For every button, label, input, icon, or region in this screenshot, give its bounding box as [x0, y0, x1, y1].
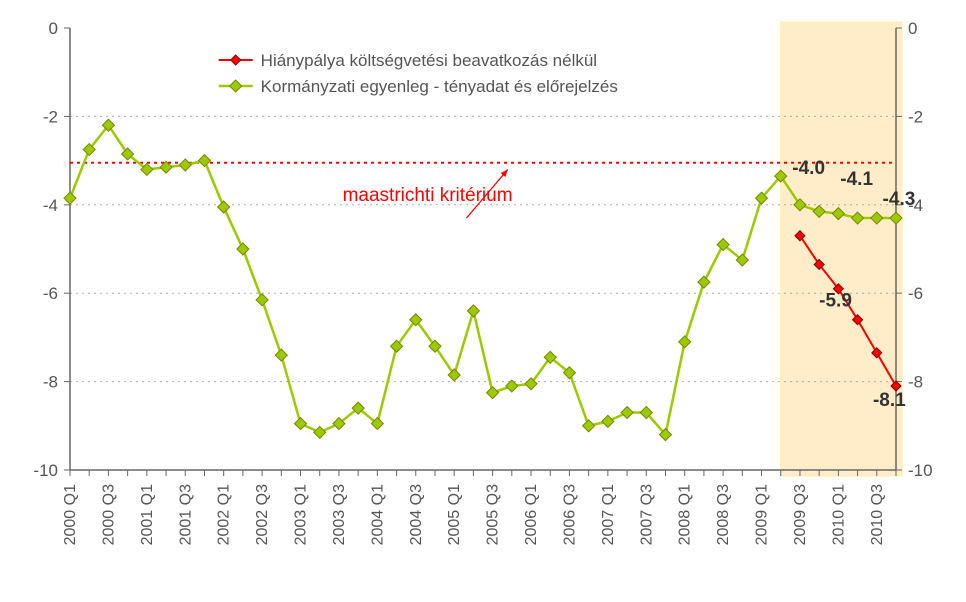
series-green-line — [70, 125, 896, 434]
x-tick-label: 2009 Q1 — [754, 484, 771, 545]
marker-green — [237, 243, 249, 255]
x-tick-label: 2006 Q3 — [561, 484, 578, 545]
y-tick-label: -6 — [43, 284, 58, 303]
y-tick-label-right: -2 — [908, 107, 923, 126]
x-tick-label: 2001 Q3 — [177, 484, 194, 545]
y-tick-label-right: -6 — [908, 284, 923, 303]
chart-svg: 00-2-2-4-4-6-6-8-8-10-102000 Q12000 Q320… — [0, 0, 966, 602]
marker-green — [198, 155, 210, 167]
x-tick-label: 2005 Q1 — [446, 484, 463, 545]
x-tick-label: 2010 Q3 — [869, 484, 886, 545]
data-label: -4.3 — [883, 189, 916, 210]
marker-green — [602, 415, 614, 427]
x-tick-label: 2004 Q3 — [408, 484, 425, 545]
marker-green — [621, 407, 633, 419]
x-tick-label: 2003 Q3 — [331, 484, 348, 545]
marker-green — [467, 305, 479, 317]
x-tick-label: 2007 Q3 — [638, 484, 655, 545]
y-tick-label: -4 — [43, 196, 58, 215]
y-tick-label-right: -10 — [908, 461, 933, 480]
x-tick-label: 2010 Q1 — [830, 484, 847, 545]
x-tick-label: 2002 Q3 — [254, 484, 271, 545]
marker-green — [487, 387, 499, 399]
deficit-chart: 00-2-2-4-4-6-6-8-8-10-102000 Q12000 Q320… — [0, 0, 966, 602]
y-tick-label-right: -8 — [908, 373, 923, 392]
x-tick-label: 2005 Q3 — [485, 484, 502, 545]
marker-green — [179, 159, 191, 171]
legend-label: Kormányzati egyenleg - tényadat és előre… — [261, 77, 618, 96]
marker-red — [231, 55, 241, 65]
x-tick-label: 2004 Q1 — [369, 484, 386, 545]
marker-green — [256, 294, 268, 306]
y-tick-label: -10 — [33, 461, 58, 480]
data-label: -4.1 — [840, 169, 873, 190]
data-label: -8.1 — [873, 390, 906, 411]
legend-label: Hiánypálya költségvetési beavatkozás nél… — [261, 51, 597, 70]
marker-green — [230, 80, 242, 92]
x-tick-label: 2001 Q1 — [139, 484, 156, 545]
x-tick-label: 2003 Q1 — [293, 484, 310, 545]
marker-green — [64, 192, 76, 204]
x-tick-label: 2000 Q3 — [100, 484, 117, 545]
marker-green — [295, 418, 307, 430]
y-tick-label: -8 — [43, 373, 58, 392]
x-tick-label: 2009 Q3 — [792, 484, 809, 545]
marker-green — [314, 426, 326, 438]
marker-green — [506, 380, 518, 392]
x-tick-label: 2007 Q1 — [600, 484, 617, 545]
maastricht-label: maastrichti kritérium — [343, 185, 513, 206]
y-tick-label: -2 — [43, 107, 58, 126]
x-tick-label: 2008 Q1 — [677, 484, 694, 545]
marker-green — [679, 336, 691, 348]
x-tick-label: 2008 Q3 — [715, 484, 732, 545]
marker-green — [583, 420, 595, 432]
marker-green — [218, 201, 230, 213]
data-label: -4.0 — [792, 158, 825, 179]
data-label: -5.9 — [819, 290, 852, 311]
x-tick-label: 2006 Q1 — [523, 484, 540, 545]
marker-green — [698, 276, 710, 288]
y-tick-label: 0 — [49, 19, 58, 38]
x-tick-label: 2002 Q1 — [216, 484, 233, 545]
marker-green — [275, 349, 287, 361]
x-tick-label: 2000 Q1 — [62, 484, 79, 545]
y-tick-label-right: 0 — [908, 19, 917, 38]
